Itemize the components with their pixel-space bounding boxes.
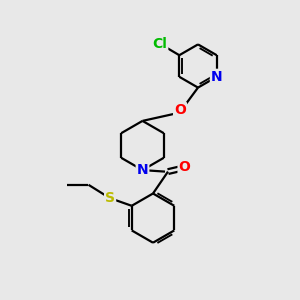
Text: Cl: Cl (152, 37, 167, 51)
Text: N: N (137, 163, 148, 177)
Text: O: O (178, 160, 190, 174)
Text: N: N (211, 70, 223, 84)
Text: S: S (105, 191, 115, 205)
Text: O: O (174, 103, 186, 117)
